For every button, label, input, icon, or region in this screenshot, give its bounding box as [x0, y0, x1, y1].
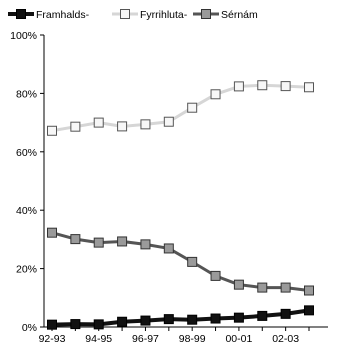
data-point: [281, 82, 290, 91]
series-line: [52, 310, 309, 324]
legend-marker: [121, 10, 130, 19]
data-point: [234, 280, 243, 289]
data-point: [305, 286, 314, 295]
data-point: [118, 317, 127, 326]
data-point: [164, 315, 173, 324]
series-3: [48, 228, 314, 295]
data-point: [188, 315, 197, 324]
x-tick-label: 94-95: [85, 333, 112, 345]
data-point: [188, 103, 197, 112]
chart-legend: Framhalds- Fyrrihluta- Sérnám: [8, 9, 258, 21]
data-point: [164, 244, 173, 253]
data-point: [48, 228, 57, 237]
data-point: [48, 320, 57, 329]
data-point: [305, 83, 314, 92]
data-point: [71, 122, 80, 131]
legend-marker: [202, 10, 211, 19]
data-point: [48, 126, 57, 135]
data-point: [281, 309, 290, 318]
series-2: [48, 81, 314, 136]
data-point: [188, 257, 197, 266]
plot-area: [48, 81, 314, 329]
y-tick-label: 80%: [16, 88, 37, 100]
data-point: [94, 238, 103, 247]
data-point: [281, 283, 290, 292]
y-axis-ticks: 0% 20% 40% 60% 80% 100%: [10, 30, 44, 334]
data-point: [141, 120, 150, 129]
data-point: [211, 90, 220, 99]
data-point: [118, 122, 127, 131]
series-1: [48, 306, 314, 329]
legend-item: Sérnám: [193, 9, 258, 21]
data-point: [94, 118, 103, 127]
x-tick-label: 02-03: [272, 333, 299, 345]
legend-marker: [17, 10, 26, 19]
data-point: [211, 271, 220, 280]
legend-label: Framhalds-: [36, 9, 90, 21]
x-tick-label: 92-93: [39, 333, 66, 345]
y-tick-label: 20%: [16, 264, 37, 276]
x-tick-label: 00-01: [225, 333, 252, 345]
x-tick-label: 98-99: [179, 333, 206, 345]
data-point: [118, 237, 127, 246]
series-line: [52, 233, 309, 291]
series-line: [52, 85, 309, 131]
data-point: [141, 316, 150, 325]
data-point: [258, 81, 267, 90]
data-point: [234, 313, 243, 322]
x-tick-label: 96-97: [132, 333, 159, 345]
legend-item: Fyrrihluta-: [112, 9, 188, 21]
data-point: [94, 320, 103, 329]
y-tick-label: 60%: [16, 147, 37, 159]
data-point: [211, 314, 220, 323]
data-point: [164, 117, 173, 126]
data-point: [71, 320, 80, 329]
data-point: [141, 240, 150, 249]
data-point: [71, 235, 80, 244]
data-point: [258, 283, 267, 292]
y-tick-label: 40%: [16, 205, 37, 217]
x-axis-ticks: 92-93 94-95 96-97 98-99 00-01 02-03: [39, 327, 309, 345]
legend-label: Sérnám: [221, 9, 258, 21]
legend-label: Fyrrihluta-: [140, 9, 188, 21]
y-tick-label: 0%: [22, 322, 37, 334]
data-point: [258, 311, 267, 320]
y-tick-label: 100%: [10, 30, 37, 42]
legend-item: Framhalds-: [8, 9, 90, 21]
data-point: [305, 306, 314, 315]
data-point: [234, 82, 243, 91]
